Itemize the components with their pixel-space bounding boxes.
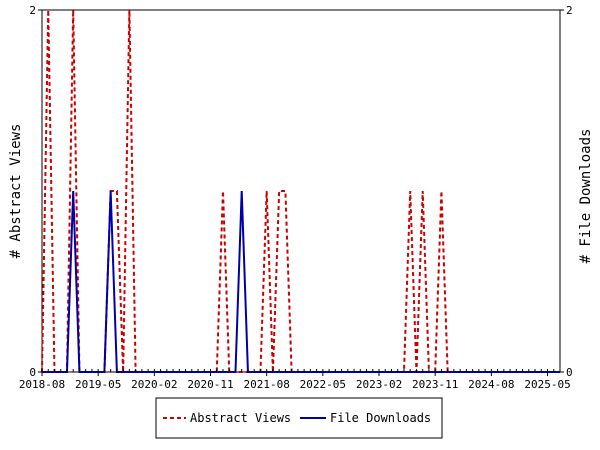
axes-layer: 2018-08 2019-05 2020-02 2020-11 2021-08 2022-… (19, 4, 573, 391)
legend: Abstract Views File Downloads (155, 397, 443, 439)
y-axis-left-title: # Abstract Views (8, 124, 24, 259)
legend-box (155, 397, 443, 439)
x-tick-label: 2023-11 (412, 378, 458, 391)
x-tick-label: 2021-08 (243, 378, 289, 391)
y-right-tick-label: 2 (566, 4, 573, 17)
x-tick-label: 2025-05 (524, 378, 570, 391)
series-line-file-downloads (42, 190, 560, 373)
x-tick-label: 2020-11 (187, 378, 233, 391)
y-right-tick-label: 0 (566, 366, 573, 379)
series-layer (41, 9, 560, 373)
plot-area-border (41, 9, 561, 373)
y-left-tick-label: 0 (29, 366, 36, 379)
x-tick-label: 2020-02 (131, 378, 177, 391)
legend-label-abstract-views: Abstract Views (190, 411, 291, 425)
x-tick-label: 2019-05 (75, 378, 121, 391)
series-line-abstract-views (41, 9, 560, 373)
y-left-tick-label: 2 (29, 4, 36, 17)
y-axis-right-title: # File Downloads (578, 129, 594, 264)
x-tick-label: 2018-08 (19, 378, 65, 391)
x-tick-label: 2024-08 (468, 378, 514, 391)
x-tick-label: 2022-05 (300, 378, 346, 391)
plot-frame (41, 9, 561, 373)
x-tick-label: 2023-02 (356, 378, 402, 391)
legend-label-file-downloads: File Downloads (330, 411, 431, 425)
